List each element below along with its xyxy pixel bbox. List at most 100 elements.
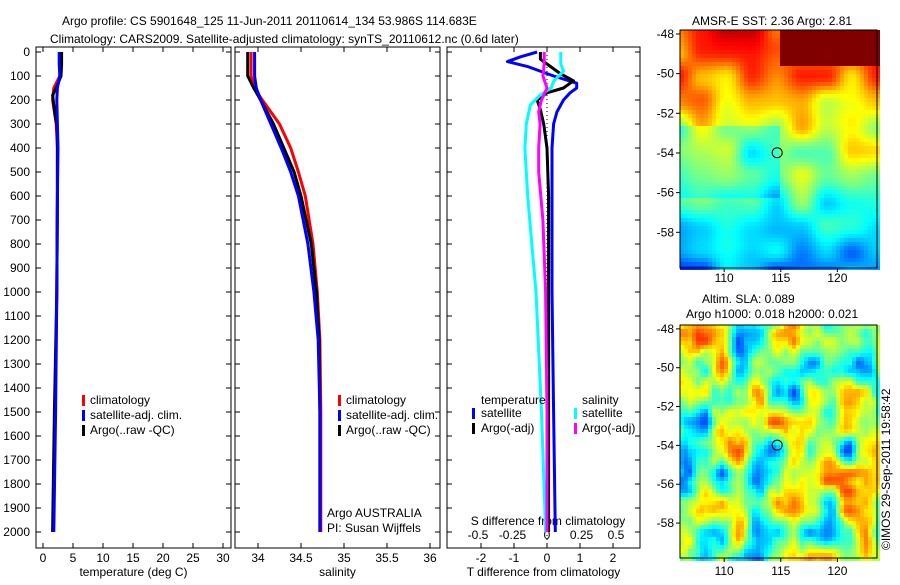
map-cell bbox=[820, 449, 824, 453]
map-cell bbox=[824, 377, 828, 381]
map-cell bbox=[864, 238, 868, 242]
map-cell bbox=[824, 138, 828, 142]
map-cell bbox=[732, 345, 736, 349]
map-cell bbox=[696, 42, 700, 46]
map-cell bbox=[832, 242, 836, 246]
map-cell bbox=[740, 258, 744, 262]
map-cell bbox=[780, 98, 784, 102]
map-cell bbox=[792, 174, 796, 178]
map-cell bbox=[756, 50, 760, 54]
map-cell bbox=[808, 90, 812, 94]
map-cell bbox=[856, 70, 860, 74]
map-cell bbox=[724, 389, 728, 393]
map-cell bbox=[788, 441, 792, 445]
map-cell bbox=[716, 98, 720, 102]
map-cell bbox=[784, 393, 788, 397]
map-cell bbox=[780, 357, 784, 361]
map-cell bbox=[820, 369, 824, 373]
map-cell bbox=[816, 393, 820, 397]
map-cell bbox=[716, 206, 720, 210]
legend-label: Argo(-adj) bbox=[481, 421, 534, 435]
map-cell bbox=[716, 210, 720, 214]
map-cell bbox=[804, 429, 808, 433]
map-cell bbox=[772, 50, 776, 54]
legend-marker bbox=[574, 423, 577, 434]
map-cell bbox=[796, 421, 800, 425]
map-cell bbox=[704, 66, 708, 70]
map-cell bbox=[844, 210, 848, 214]
map-cell bbox=[832, 54, 836, 58]
map-cell bbox=[752, 449, 756, 453]
map-cell bbox=[740, 433, 744, 437]
map-cell bbox=[764, 206, 768, 210]
map-cell bbox=[844, 218, 848, 222]
map-cell bbox=[740, 353, 744, 357]
map-cell bbox=[764, 214, 768, 218]
map-cell bbox=[848, 110, 852, 114]
map-cell bbox=[852, 106, 856, 110]
map-cell bbox=[792, 194, 796, 198]
map-cell bbox=[828, 34, 832, 38]
map-cell bbox=[848, 437, 852, 441]
map-cell bbox=[828, 150, 832, 154]
map-cell bbox=[820, 210, 824, 214]
map-cell bbox=[704, 166, 708, 170]
map-cell bbox=[712, 106, 716, 110]
map-cell bbox=[704, 42, 708, 46]
map-cell bbox=[860, 146, 864, 150]
map-cell bbox=[700, 341, 704, 345]
map-cell bbox=[688, 369, 692, 373]
map-cell bbox=[820, 238, 824, 242]
map-cell bbox=[812, 258, 816, 262]
map-cell bbox=[768, 373, 772, 377]
map-cell bbox=[860, 46, 864, 50]
map-cell bbox=[776, 361, 780, 365]
map-cell bbox=[744, 437, 748, 441]
map-cell bbox=[728, 226, 732, 230]
map-cell bbox=[760, 401, 764, 405]
map-cell bbox=[844, 182, 848, 186]
map-cell bbox=[828, 118, 832, 122]
map-cell bbox=[700, 118, 704, 122]
map-cell bbox=[752, 433, 756, 437]
map-cell bbox=[812, 182, 816, 186]
map-cell bbox=[752, 110, 756, 114]
map-cell bbox=[836, 198, 840, 202]
map-cell bbox=[760, 118, 764, 122]
map-cell bbox=[824, 417, 828, 421]
map-cell bbox=[752, 126, 756, 130]
map-cell bbox=[764, 118, 768, 122]
map-cell bbox=[784, 453, 788, 457]
map-cell bbox=[844, 441, 848, 445]
map-cell bbox=[684, 30, 688, 34]
map-cell bbox=[700, 126, 704, 130]
map-cell bbox=[824, 78, 828, 82]
map-cell bbox=[684, 162, 688, 166]
map-cell bbox=[772, 397, 776, 401]
map-cell bbox=[848, 178, 852, 182]
map-cell bbox=[772, 413, 776, 417]
map-cell bbox=[736, 110, 740, 114]
map-cell bbox=[820, 385, 824, 389]
map-cell bbox=[716, 182, 720, 186]
map-cell bbox=[864, 46, 868, 50]
map-cell bbox=[784, 98, 788, 102]
map-cell bbox=[696, 353, 700, 357]
map-cell bbox=[744, 174, 748, 178]
map-cell bbox=[720, 333, 724, 337]
map-cell bbox=[828, 373, 832, 377]
map-cell bbox=[796, 329, 800, 333]
map-cell bbox=[736, 449, 740, 453]
map-cell bbox=[688, 110, 692, 114]
map-cell bbox=[716, 62, 720, 66]
map-cell bbox=[780, 425, 784, 429]
map-cell bbox=[704, 126, 708, 130]
map-cell bbox=[780, 166, 784, 170]
map-cell bbox=[756, 58, 760, 62]
map-cell bbox=[804, 250, 808, 254]
map-cell bbox=[728, 70, 732, 74]
map-cell bbox=[692, 86, 696, 90]
map-cell bbox=[748, 397, 752, 401]
map-cell bbox=[860, 258, 864, 262]
map-cell bbox=[788, 325, 792, 329]
